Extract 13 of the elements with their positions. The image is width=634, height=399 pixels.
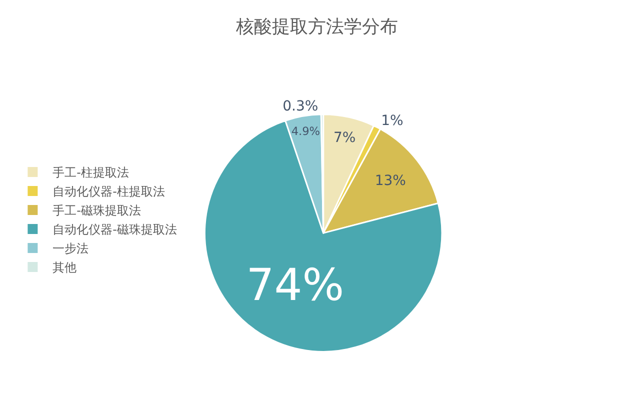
legend-label: 手工-柱提取法 (52, 166, 130, 180)
legend-label: 一步法 (52, 242, 89, 256)
legend-label: 其他 (52, 260, 77, 275)
data-label: 1% (381, 112, 404, 129)
data-label: 13% (374, 172, 406, 189)
chart-title: 核酸提取方法学分布 (235, 16, 398, 38)
legend-label: 自动化仪器-柱提取法 (52, 184, 166, 199)
legend-label: 自动化仪器-磁珠提取法 (52, 222, 178, 237)
data-label: 7% (333, 130, 356, 146)
data-label: 0.3% (282, 98, 318, 114)
legend-label: 手工-磁珠提取法 (52, 204, 142, 218)
data-label: 74% (246, 260, 344, 311)
data-label: 4.9% (291, 124, 320, 138)
